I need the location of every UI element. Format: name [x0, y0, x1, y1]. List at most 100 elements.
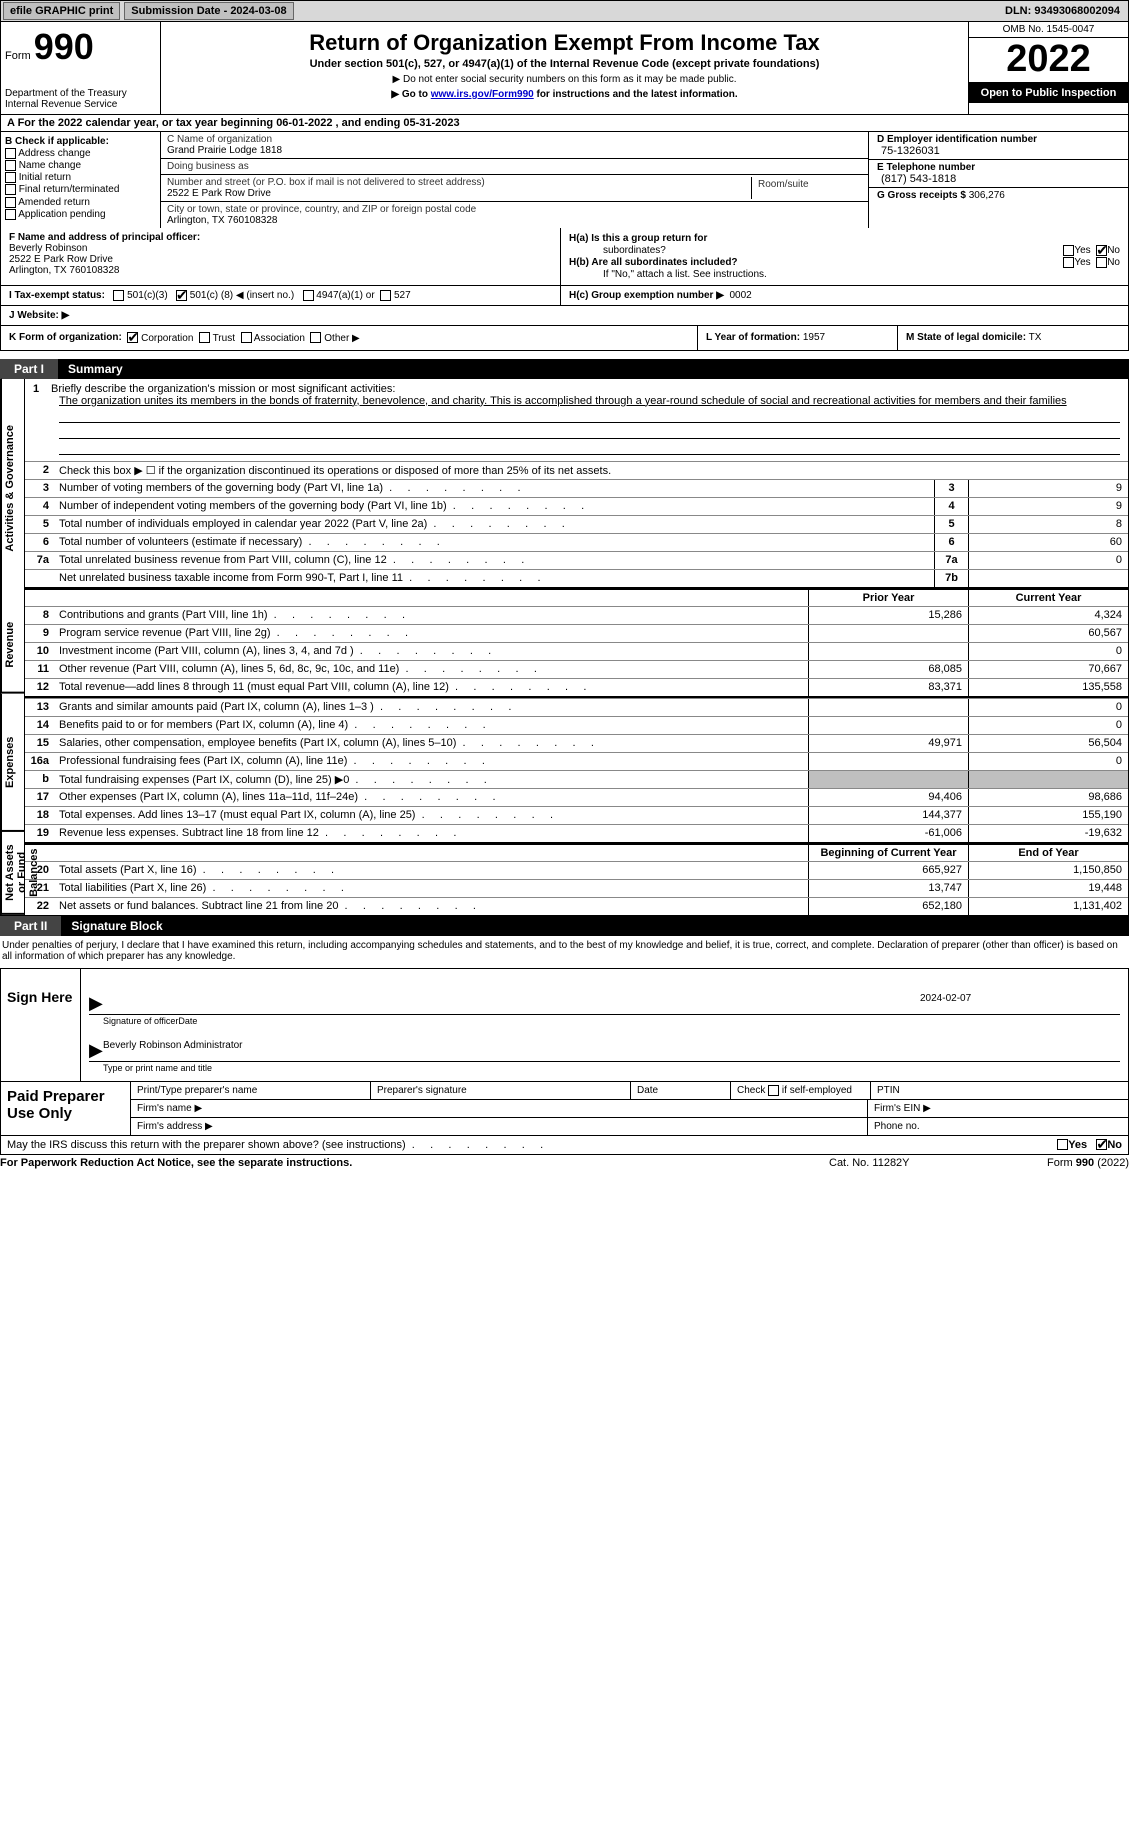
- group-return: H(a) Is this a group return for subordin…: [561, 228, 1128, 285]
- chk-corp[interactable]: Corporation: [127, 333, 193, 344]
- chk-name-change[interactable]: Name change: [5, 160, 156, 171]
- sect-governance: 1Briefly describe the organization's mis…: [25, 379, 1128, 589]
- chk-527[interactable]: 527: [380, 290, 410, 301]
- chk-address-change[interactable]: Address change: [5, 148, 156, 159]
- dba-cell: Doing business as: [161, 159, 868, 175]
- part-ii-title: Signature Block: [61, 916, 172, 936]
- efile-graphic-label: efile GRAPHIC print: [3, 2, 120, 20]
- instructions-link-line: ▶ Go to www.irs.gov/Form990 for instruct…: [165, 89, 964, 100]
- ha-yes[interactable]: Yes: [1063, 245, 1090, 256]
- org-name-label: C Name of organization: [167, 134, 862, 145]
- paid-preparer-label: Paid Preparer Use Only: [1, 1082, 131, 1135]
- net-col-headers: Beginning of Current Year End of Year: [25, 844, 1128, 861]
- phone-cell: E Telephone number (817) 543-1818: [869, 160, 1128, 188]
- sign-date: 2024-02-07: [920, 993, 1120, 1014]
- chk-4947[interactable]: 4947(a)(1) or: [303, 290, 375, 301]
- sign-here-block: Sign Here ▶ 2024-02-07 Signature of offi…: [0, 968, 1129, 1082]
- summary-row: Net unrelated business taxable income fr…: [25, 569, 1128, 587]
- summary-row: 3Number of voting members of the governi…: [25, 479, 1128, 497]
- ein-value: 75-1326031: [877, 145, 1120, 157]
- side-net-assets: Net Assets or Fund Balances: [1, 832, 25, 915]
- cat-no: Cat. No. 11282Y: [829, 1157, 989, 1169]
- city-value: Arlington, TX 760108328: [167, 215, 862, 226]
- officer-addr2: Arlington, TX 760108328: [9, 265, 552, 276]
- hb-yes[interactable]: Yes: [1063, 257, 1090, 268]
- officer-printed-name: Beverly Robinson Administrator: [103, 1040, 1120, 1061]
- summary-row: 12Total revenue—add lines 8 through 11 (…: [25, 678, 1128, 696]
- chk-self-employed[interactable]: [768, 1085, 779, 1096]
- b-label: B Check if applicable:: [5, 136, 156, 147]
- efile-topbar: efile GRAPHIC print Submission Date - 20…: [0, 0, 1129, 22]
- col-c-org-info: C Name of organization Grand Prairie Lod…: [161, 132, 868, 228]
- firm-name: Firm's name ▶: [131, 1100, 868, 1117]
- summary-row: 20Total assets (Part X, line 16) 665,927…: [25, 861, 1128, 879]
- chk-application-pending[interactable]: Application pending: [5, 209, 156, 220]
- ein-cell: D Employer identification number 75-1326…: [869, 132, 1128, 160]
- row-f-h: F Name and address of principal officer:…: [0, 228, 1129, 286]
- sig-officer-label: Signature of officer: [103, 1016, 178, 1026]
- dln: DLN: 93493068002094: [1005, 5, 1128, 17]
- date-label: Date: [178, 1016, 197, 1026]
- ha-no[interactable]: No: [1096, 245, 1120, 256]
- line-1-mission: 1Briefly describe the organization's mis…: [25, 379, 1128, 461]
- principal-officer: F Name and address of principal officer:…: [1, 228, 561, 285]
- prep-name-hdr: Print/Type preparer's name: [131, 1082, 371, 1099]
- dept-treasury: Department of the Treasury: [5, 88, 156, 99]
- dba-label: Doing business as: [167, 161, 862, 172]
- sect-net-assets: Beginning of Current Year End of Year 20…: [25, 844, 1128, 915]
- chk-assoc[interactable]: Association: [241, 333, 305, 344]
- state-domicile: M State of legal domicile: TX: [898, 326, 1128, 349]
- form-number: 990: [34, 26, 94, 67]
- current-year-hdr: Current Year: [968, 590, 1128, 606]
- summary-row: 4Number of independent voting members of…: [25, 497, 1128, 515]
- discuss-no[interactable]: No: [1096, 1139, 1122, 1151]
- discuss-yes[interactable]: Yes: [1057, 1139, 1087, 1151]
- side-revenue: Revenue: [1, 597, 25, 694]
- gross-receipts-value: 306,276: [969, 190, 1005, 201]
- sign-arrow-icon: ▶: [89, 993, 103, 1014]
- paperwork-notice: For Paperwork Reduction Act Notice, see …: [0, 1157, 829, 1169]
- chk-501c3[interactable]: 501(c)(3): [113, 290, 167, 301]
- mission-text: The organization unites its members in t…: [33, 395, 1067, 407]
- line-2: Check this box ▶ ☐ if the organization d…: [55, 462, 1128, 479]
- form-of-org: K Form of organization: Corporation Trus…: [1, 326, 698, 349]
- group-exemption: H(c) Group exemption number ▶ 0002: [561, 286, 1128, 305]
- form-header: Form 990 Department of the Treasury Inte…: [0, 22, 1129, 115]
- summary-row: 14Benefits paid to or for members (Part …: [25, 716, 1128, 734]
- chk-amended-return[interactable]: Amended return: [5, 197, 156, 208]
- hb-no[interactable]: No: [1096, 257, 1120, 268]
- summary-row: 5Total number of individuals employed in…: [25, 515, 1128, 533]
- chk-501c[interactable]: 501(c) (8) ◀ (insert no.): [176, 290, 294, 301]
- gross-receipts-cell: G Gross receipts $ 306,276: [869, 188, 1128, 203]
- chk-final-return[interactable]: Final return/terminated: [5, 184, 156, 195]
- phone-value: (817) 543-1818: [877, 173, 1120, 185]
- prep-sig-hdr: Preparer's signature: [371, 1082, 631, 1099]
- summary-row: 8Contributions and grants (Part VIII, li…: [25, 606, 1128, 624]
- addr-value: 2522 E Park Row Drive: [167, 188, 751, 199]
- firm-addr: Firm's address ▶: [131, 1118, 868, 1135]
- block-bcd: B Check if applicable: Address change Na…: [0, 132, 1129, 228]
- summary-row: 9Program service revenue (Part VIII, lin…: [25, 624, 1128, 642]
- website-row: J Website: ▶: [0, 306, 1129, 326]
- ssn-warning: ▶ Do not enter social security numbers o…: [165, 74, 964, 85]
- print-name-label: Type or print name and title: [103, 1063, 212, 1073]
- form-footer-id: Form 990 (2022): [989, 1157, 1129, 1169]
- part-i-header: Part I Summary: [0, 359, 1129, 379]
- summary-row: 15Salaries, other compensation, employee…: [25, 734, 1128, 752]
- city-label: City or town, state or province, country…: [167, 204, 862, 215]
- sign-arrow-icon-2: ▶: [89, 1040, 103, 1061]
- summary-row: 7aTotal unrelated business revenue from …: [25, 551, 1128, 569]
- summary-row: 10Investment income (Part VIII, column (…: [25, 642, 1128, 660]
- public-inspection: Open to Public Inspection: [969, 83, 1128, 103]
- chk-trust[interactable]: Trust: [199, 333, 235, 344]
- end-year-hdr: End of Year: [968, 845, 1128, 861]
- chk-other[interactable]: Other ▶: [310, 333, 359, 344]
- prep-row-2: Firm's name ▶ Firm's EIN ▶: [131, 1100, 1128, 1118]
- prep-selfemp: Check if self-employed: [731, 1082, 871, 1099]
- chk-initial-return[interactable]: Initial return: [5, 172, 156, 183]
- irs-link[interactable]: www.irs.gov/Form990: [431, 89, 534, 100]
- year-formation-value: 1957: [803, 332, 825, 343]
- summary-row: 19Revenue less expenses. Subtract line 1…: [25, 824, 1128, 842]
- summary-row: 16aProfessional fundraising fees (Part I…: [25, 752, 1128, 770]
- form-subtitle: Under section 501(c), 527, or 4947(a)(1)…: [165, 58, 964, 70]
